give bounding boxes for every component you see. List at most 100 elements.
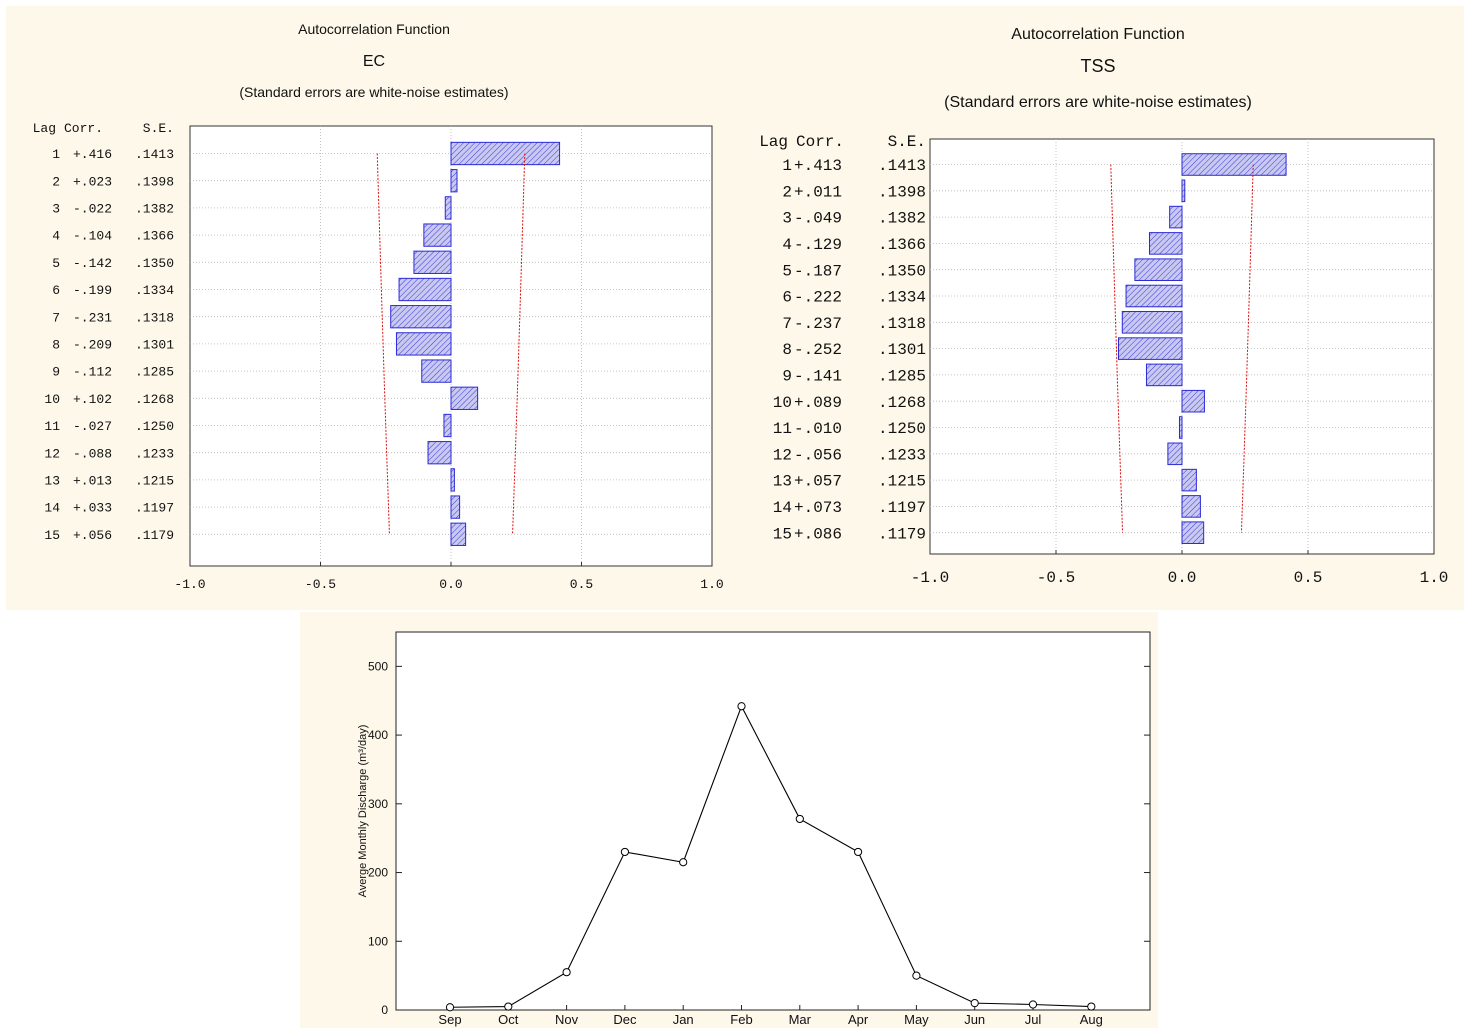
acf-bar [450,141,561,166]
discharge-chart: 0 100 200 300 400 500 Sep Oct Nov Dec Jan Feb Mar Apr… [357,631,1151,1027]
corr-value: +.023 [73,174,112,189]
acf-bar [413,250,452,274]
corr-value: +.011 [794,183,842,201]
upper-confidence-limit [512,153,526,535]
corr-value: +.086 [794,525,842,543]
y-axis-label: Averge Monthly Discharge (m³/day) [357,725,369,898]
acf-bar [1117,337,1183,360]
data-point [504,1002,513,1011]
x-tick-label: Jan [673,1012,694,1027]
se-value: .1179 [135,528,174,543]
se-value: .1301 [135,337,174,352]
acf-bar [450,169,458,193]
acf-bar [450,522,467,546]
corr-value: +.102 [73,392,112,407]
x-tick-label: Jun [964,1012,985,1027]
lag-number: 1 [782,157,792,175]
acf-bar [1167,442,1183,466]
x-tick-label: May [904,1012,929,1027]
lag-number: 11 [773,420,792,438]
data-point [912,971,921,980]
lag-number: 2 [52,174,60,189]
lag-number: 10 [44,392,60,407]
x-tick-label: -0.5 [1037,569,1075,587]
se-value: .1215 [878,473,926,491]
corr-value: -.187 [794,262,842,280]
acf-bar [450,468,455,492]
acf-bar [443,413,452,438]
lag-number: 8 [782,341,792,359]
se-value: .1413 [135,147,174,162]
data-point [562,968,571,977]
lag-number: 12 [773,446,792,464]
x-tick-label: Nov [555,1012,579,1027]
se-value: .1318 [135,310,174,325]
se-value: .1233 [135,446,174,461]
acf-bar [398,277,452,302]
y-tick-label: 400 [368,728,388,742]
chart-subtitle: EC [363,53,385,70]
lag-number: 8 [52,337,60,352]
x-tick-label: 0.0 [1168,569,1197,587]
corr-value: +.073 [794,499,842,517]
data-point [1087,1002,1096,1011]
corr-value: +.056 [73,528,112,543]
y-tick-label: 100 [368,934,388,948]
acf-bar [1181,389,1205,413]
acf-bar [450,386,479,410]
lag-number: 12 [44,446,60,461]
se-value: .1268 [135,392,174,407]
column-header-lag: Lag [33,121,56,136]
se-value: .1301 [878,341,926,359]
column-header-corr: Corr. [796,133,844,151]
chart-note: (Standard errors are white-noise estimat… [239,84,508,100]
se-value: .1350 [135,256,174,271]
se-value: .1382 [878,210,926,228]
se-value: .1334 [878,289,926,307]
se-value: .1215 [135,473,174,488]
se-value: .1334 [135,283,174,298]
corr-value: +.033 [73,501,112,516]
lag-number: 14 [44,501,60,516]
se-value: .1268 [878,394,926,412]
x-tick-label: 0.5 [570,577,593,592]
acf-bar [421,359,452,383]
acf-bar [1134,258,1183,281]
corr-value: -.104 [73,229,112,244]
lag-number: 4 [52,229,60,244]
se-value: .1197 [878,499,926,517]
x-tick-label: 1.0 [700,577,723,592]
y-tick-label: 0 [381,1003,388,1017]
se-value: .1413 [878,157,926,175]
acf-bar [1121,311,1183,334]
x-tick-label: Dec [613,1012,637,1027]
se-value: .1366 [878,236,926,254]
plot-area [395,631,1151,1011]
y-tick-label: 500 [368,659,388,673]
chart-title: Autocorrelation Function [298,21,450,37]
corr-value: -.022 [73,201,112,216]
x-tick-label: -1.0 [174,577,205,592]
lag-number: 10 [773,394,792,412]
se-value: .1250 [878,420,926,438]
y-tick-label: 300 [368,797,388,811]
lag-number: 14 [773,499,792,517]
lag-number: 5 [52,256,60,271]
corr-value: -.010 [794,420,842,438]
lag-number: 6 [782,289,792,307]
corr-value: -.199 [73,283,112,298]
se-value: .1318 [878,315,926,333]
corr-value: -.237 [794,315,842,333]
se-value: .1285 [878,368,926,386]
column-header-corr: Corr. [64,121,103,136]
chart-note: (Standard errors are white-noise estimat… [944,94,1252,111]
data-point [1028,1000,1038,1009]
corr-value: -.088 [73,446,112,461]
acf-bar [1181,495,1201,518]
acf-ec-chart: Autocorrelation Function EC (Standard erro… [33,21,724,592]
corr-value: -.112 [73,365,112,380]
acf-bar [423,223,452,247]
acf-bar [1125,284,1183,308]
y-tick-label: 200 [368,866,388,880]
se-value: .1285 [135,365,174,380]
